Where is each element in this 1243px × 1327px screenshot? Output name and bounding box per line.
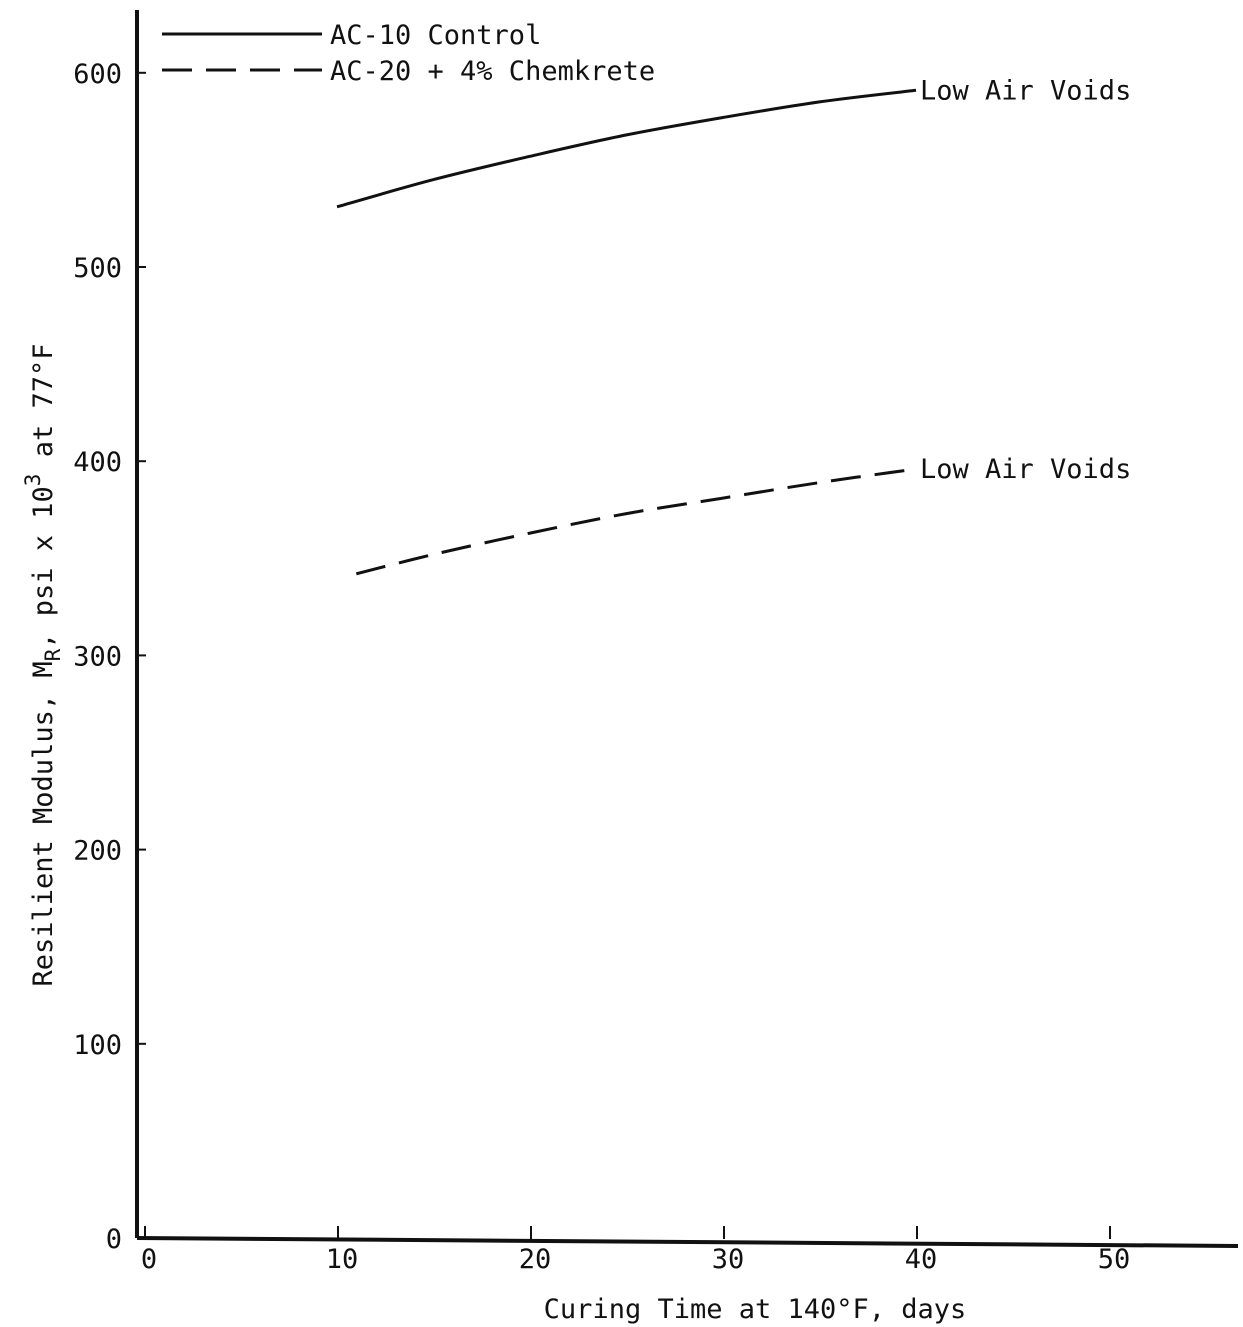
x-tick-label: 50 — [1098, 1244, 1131, 1275]
y-axis-title: Resilient Modulus, MR, psi x 103 at 77°F — [21, 343, 65, 986]
series-line-ac20-chemkrete — [355, 467, 917, 576]
y-axis-title-middle: , psi x 10 — [28, 486, 59, 649]
series-lines — [336, 88, 917, 576]
x-tick-label: 30 — [712, 1244, 745, 1275]
x-tick-label: 40 — [905, 1244, 938, 1275]
series-annotations: Low Air Voids Low Air Voids — [920, 75, 1131, 485]
y-axis-title-subscript: R — [41, 648, 65, 661]
y-tick-label: 600 — [73, 59, 122, 90]
x-axis-title: Curing Time at 140°F, days — [544, 1294, 967, 1325]
y-tick-label: 0 — [106, 1224, 122, 1255]
y-axis-title-main: Resilient Modulus, M — [28, 661, 59, 986]
legend: AC-10 Control AC-20 + 4% Chemkrete — [162, 20, 655, 87]
x-axis-ticks: 0 10 20 30 40 50 — [141, 1226, 1130, 1275]
x-axis-line — [136, 1236, 1239, 1248]
axes — [135, 10, 1239, 1248]
y-tick-label: 200 — [73, 836, 122, 867]
y-axis-title-superscript: 3 — [21, 474, 45, 487]
y-tick-label: 300 — [73, 641, 122, 672]
y-tick-label: 500 — [73, 253, 122, 284]
series-annotation: Low Air Voids — [920, 454, 1131, 485]
x-tick-label: 0 — [141, 1244, 157, 1275]
y-tick-label: 400 — [73, 447, 122, 478]
series-annotation: Low Air Voids — [920, 75, 1131, 106]
legend-label: AC-20 + 4% Chemkrete — [330, 56, 655, 87]
y-axis-title-tail: at 77°F — [28, 343, 59, 473]
x-tick-label: 10 — [326, 1244, 359, 1275]
y-tick-label: 100 — [73, 1030, 122, 1061]
series-line-ac10-control — [336, 88, 917, 209]
x-tick-label: 20 — [519, 1244, 552, 1275]
legend-label: AC-10 Control — [330, 20, 541, 51]
y-axis-ticks: 0 100 200 300 400 500 600 — [73, 59, 146, 1255]
